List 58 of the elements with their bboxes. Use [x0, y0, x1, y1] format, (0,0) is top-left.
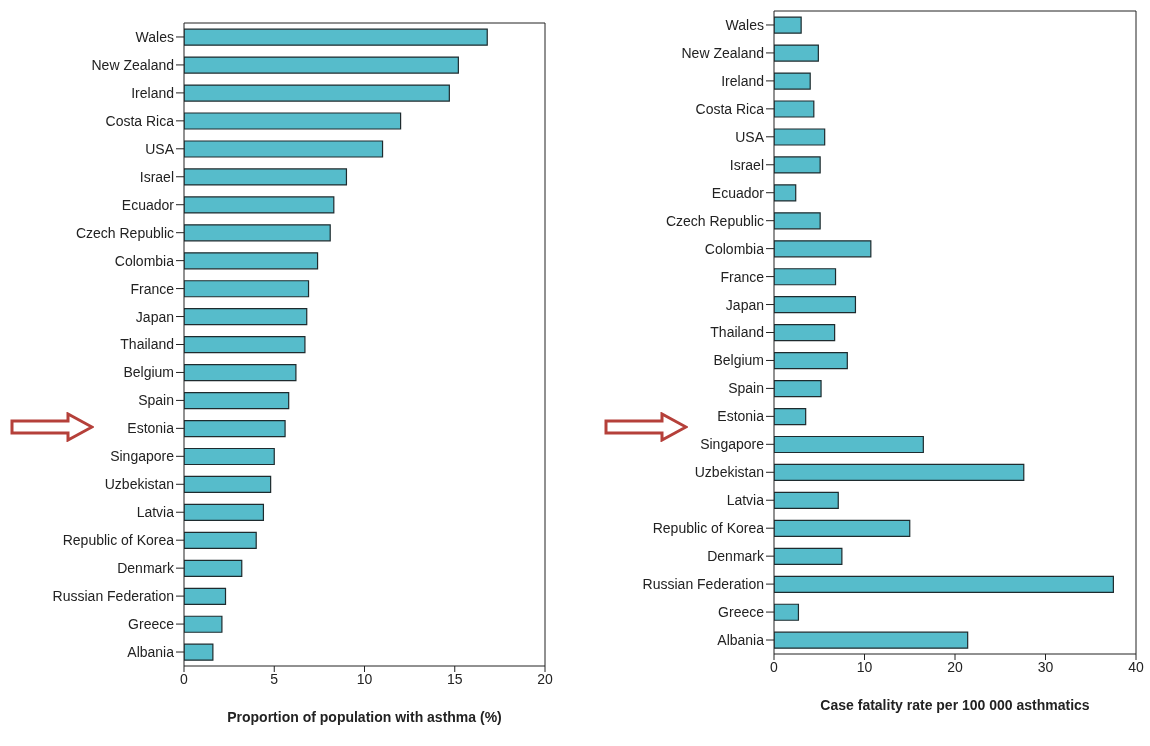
y-tick-label: Estonia	[127, 420, 175, 437]
x-tick-label: 10	[356, 670, 373, 687]
x-tick-label: 40	[1128, 658, 1144, 675]
x-tick-label: 20	[947, 658, 963, 675]
y-tick-label: Costa Rica	[695, 100, 765, 117]
y-tick-label: Wales	[135, 28, 174, 45]
y-tick-label: Wales	[725, 16, 764, 33]
x-axis-title: Case fatality rate per 100 000 asthmatics	[820, 697, 1090, 713]
y-tick-label: Thailand	[710, 324, 764, 341]
y-tick-label: Israel	[139, 168, 174, 185]
y-tick-label: Ecuador	[711, 184, 765, 201]
y-tick-label: Belgium	[123, 364, 174, 381]
y-tick-label: Ecuador	[121, 196, 175, 213]
x-tick-label: 15	[446, 670, 463, 687]
y-tick-label: Denmark	[707, 548, 765, 565]
y-tick-label: Greece	[718, 604, 765, 621]
y-tick-label: USA	[145, 140, 175, 157]
y-tick-label: Israel	[729, 156, 764, 173]
y-tick-label: Uzbekistan	[104, 476, 174, 493]
y-tick-label: Albania	[127, 643, 175, 660]
x-tick-label: 30	[1037, 658, 1054, 675]
y-tick-label: Ireland	[721, 72, 764, 89]
y-tick-label: Spain	[138, 392, 174, 409]
y-tick-label: Costa Rica	[105, 112, 175, 129]
x-tick-label: 5	[270, 670, 279, 687]
y-tick-label: Uzbekistan	[694, 464, 764, 481]
y-tick-label: Albania	[717, 631, 765, 648]
y-tick-label: Singapore	[700, 436, 765, 453]
y-tick-label: Spain	[728, 380, 764, 397]
x-axis-title: Proportion of population with asthma (%)	[227, 709, 502, 725]
y-tick-label: Czech Republic	[75, 224, 174, 241]
x-tick-label: 0	[180, 670, 189, 687]
x-tick-label: 10	[856, 658, 873, 675]
y-tick-label: Republic of Korea	[652, 520, 765, 537]
x-tick-label: 0	[770, 658, 779, 675]
y-tick-label: New Zealand	[681, 44, 764, 61]
y-tick-label: Greece	[128, 616, 175, 633]
y-tick-label: France	[720, 268, 765, 285]
x-tick-label: 20	[537, 670, 553, 687]
y-tick-label: Latvia	[136, 504, 175, 521]
y-tick-label: Republic of Korea	[62, 532, 175, 549]
y-tick-label: Colombia	[114, 252, 175, 269]
y-tick-label: Belgium	[713, 352, 764, 369]
y-tick-label: Ireland	[131, 84, 174, 101]
y-tick-label: Denmark	[117, 560, 175, 577]
y-tick-label: Thailand	[120, 336, 174, 353]
y-tick-label: Japan	[135, 308, 174, 325]
y-tick-label: Japan	[725, 296, 764, 313]
y-tick-label: Czech Republic	[665, 212, 764, 229]
y-tick-label: Russian Federation	[52, 588, 174, 605]
y-tick-label: USA	[735, 128, 765, 145]
y-tick-label: Estonia	[717, 408, 765, 425]
y-tick-label: France	[130, 280, 175, 297]
y-tick-label: Colombia	[704, 240, 765, 257]
y-tick-label: Singapore	[110, 448, 175, 465]
y-tick-label: Latvia	[726, 492, 765, 509]
y-tick-label: New Zealand	[91, 56, 174, 73]
y-tick-label: Russian Federation	[642, 576, 764, 593]
